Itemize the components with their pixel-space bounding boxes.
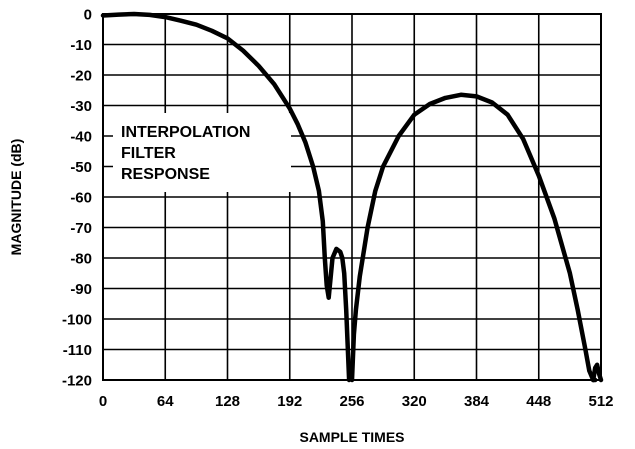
y-tick-label-9: -90 <box>70 281 92 298</box>
y-tick-label-10: -100 <box>62 312 92 329</box>
x-tick-label-3: 192 <box>277 393 302 410</box>
y-tick-label-11: -110 <box>63 342 92 359</box>
y-tick-label-7: -70 <box>70 220 92 237</box>
x-tick-label-6: 384 <box>464 393 490 410</box>
x-tick-label-8: 512 <box>588 393 613 410</box>
series-lines <box>100 11 604 383</box>
y-tick-label-1: -10 <box>70 37 92 54</box>
y-tick-label-8: -80 <box>70 251 92 268</box>
x-tick-label-4: 256 <box>339 393 364 410</box>
y-tick-labels: 0 -10 -20 -30 -40 -50 -60 -70 -80 -90 -100 -110 -120 <box>62 7 92 390</box>
annotation-background <box>113 113 291 192</box>
x-tick-label-7: 448 <box>526 393 551 410</box>
plot-frame <box>102 13 602 381</box>
y-tick-label-4: -40 <box>70 129 92 146</box>
series-line-0 <box>100 11 352 383</box>
x-axis-title: SAMPLE TIMES <box>299 429 404 445</box>
series-line-1 <box>349 92 598 383</box>
y-tick-label-6: -60 <box>70 190 92 207</box>
annotation-line-1: FILTER <box>121 145 176 162</box>
y-tick-label-2: -20 <box>70 68 92 85</box>
x-tick-labels: 0 64 128 192 256 320 384 448 512 <box>99 393 614 410</box>
x-tick-label-0: 0 <box>99 393 107 410</box>
x-tick-label-1: 64 <box>157 393 174 410</box>
y-axis-title: MAGNITUDE (dB) <box>8 139 24 256</box>
annotation-line-2: RESPONSE <box>121 166 210 183</box>
x-tick-label-5: 320 <box>402 393 427 410</box>
y-tick-label-0: 0 <box>84 7 92 24</box>
series-line-2 <box>590 362 604 383</box>
annotation-line-0: INTERPOLATION <box>121 124 250 141</box>
x-tick-label-2: 128 <box>215 393 240 410</box>
y-tick-label-3: -30 <box>70 98 92 115</box>
annotation-box: INTERPOLATION FILTER RESPONSE <box>113 113 291 192</box>
y-tick-label-12: -120 <box>62 373 92 390</box>
y-tick-label-5: -50 <box>70 159 92 176</box>
